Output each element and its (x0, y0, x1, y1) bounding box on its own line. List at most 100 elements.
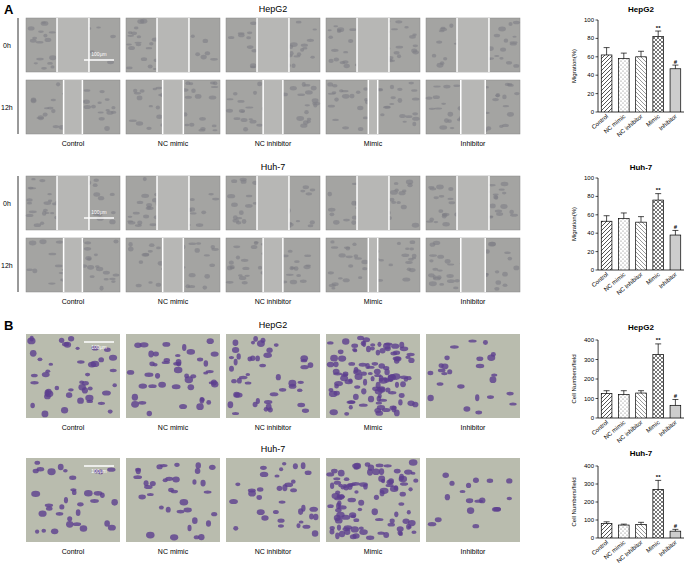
cell (447, 279, 455, 283)
wound-edge (356, 18, 358, 72)
cell (331, 287, 335, 289)
cell (374, 369, 381, 375)
cell (405, 115, 412, 118)
cell (333, 25, 338, 27)
cell (347, 498, 356, 503)
wound (163, 80, 184, 134)
condition-label: Mimic (364, 424, 383, 431)
cell (401, 205, 407, 210)
cell (437, 255, 444, 259)
cell (112, 383, 116, 387)
cell (409, 459, 418, 466)
cell (309, 507, 318, 512)
cell (426, 97, 433, 100)
wound (157, 176, 189, 230)
micrograph (326, 238, 420, 292)
micrograph (226, 458, 320, 542)
cell (47, 107, 53, 110)
cell (441, 372, 447, 375)
cell (93, 178, 99, 182)
cell (306, 192, 313, 195)
cell (388, 264, 393, 267)
cell (401, 254, 409, 258)
cell (158, 382, 166, 388)
cell (444, 355, 449, 360)
wound (461, 238, 485, 292)
y-tick (596, 502, 599, 503)
cell (207, 338, 214, 344)
cell (348, 379, 352, 383)
cell (204, 274, 210, 279)
wound-edge (488, 176, 490, 230)
error-bar (604, 48, 610, 55)
cell (434, 107, 442, 109)
category-label: Inhibitor (658, 419, 678, 437)
cell (73, 522, 81, 526)
tick-label: 80 (587, 193, 594, 199)
cell (77, 502, 83, 506)
cell (330, 409, 338, 415)
significance: ** (656, 337, 661, 343)
cell (491, 373, 497, 376)
cell (277, 486, 283, 491)
y-tick (596, 20, 599, 21)
cell (227, 194, 235, 198)
cell (441, 103, 446, 105)
cell (297, 388, 302, 392)
cell (439, 125, 447, 129)
cell (379, 377, 388, 383)
cell (264, 400, 272, 404)
cell (493, 195, 498, 200)
cell (211, 248, 218, 251)
cell (90, 499, 99, 503)
cell (330, 240, 334, 243)
cell (345, 247, 350, 251)
cell (109, 355, 117, 361)
cell (512, 36, 516, 38)
cell (35, 529, 39, 533)
cell (32, 37, 37, 40)
cell (63, 469, 68, 473)
cell (348, 362, 355, 366)
cell (394, 469, 401, 474)
cell (359, 482, 368, 487)
cell (383, 106, 391, 109)
cell (509, 402, 516, 405)
cell (349, 28, 356, 31)
cell (107, 468, 115, 472)
cell (232, 412, 239, 415)
cell (502, 272, 508, 277)
cell (334, 58, 339, 62)
cell (376, 401, 382, 404)
error-bar (672, 399, 678, 405)
cell (412, 122, 416, 127)
cell (506, 61, 512, 65)
condition-label: Control (62, 548, 85, 555)
cell (312, 530, 318, 537)
condition-label: Inhibitor (461, 298, 487, 305)
bar (670, 69, 681, 112)
category-label: Inhibitor (658, 113, 678, 131)
cell (149, 105, 153, 107)
wound-edge (56, 18, 58, 72)
y-tick (596, 466, 599, 467)
micrograph (426, 18, 520, 72)
cell (43, 34, 47, 38)
cell (447, 369, 452, 374)
cell (26, 214, 34, 217)
cell (448, 112, 454, 117)
cell (59, 338, 64, 343)
cell (188, 242, 196, 245)
cell (429, 108, 435, 110)
cell (250, 21, 257, 24)
bar (636, 393, 647, 418)
cell (398, 98, 403, 103)
cell (149, 42, 153, 45)
cell (337, 524, 341, 530)
cell (330, 355, 338, 362)
cell (457, 384, 464, 388)
cell (232, 347, 239, 353)
cell (108, 409, 113, 413)
cell (368, 396, 374, 403)
cell (132, 394, 138, 401)
